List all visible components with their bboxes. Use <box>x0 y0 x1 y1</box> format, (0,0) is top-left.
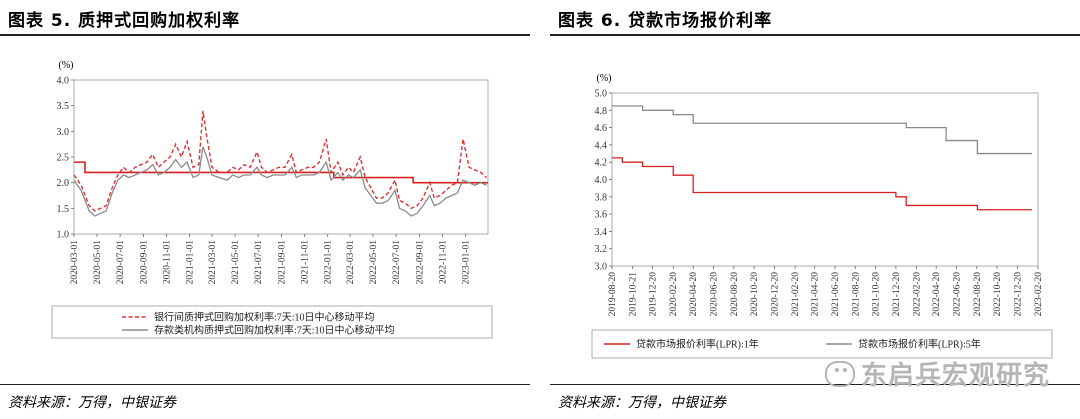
x-tick-label: 2021-04-20 <box>811 272 821 317</box>
figure-5-panel: 图表 5. 质押式回购加权利率 (%) 1.0 1.5 2.0 2.5 3.0 3.5 4.0… <box>0 0 530 419</box>
x-tick-label: 2022-08-20 <box>973 272 983 317</box>
figure-6-title: 图表 6. 贷款市场报价利率 <box>558 11 773 31</box>
y-tick-label: 4.2 <box>595 158 608 169</box>
x-tick-label: 2022-12-20 <box>1013 272 1023 317</box>
legend-label-2: 存款类机构质押式回购加权利率:7天:10日中心移动平均 <box>154 324 395 337</box>
series-line-2 <box>612 105 1032 155</box>
y-tick-label: 1.0 <box>57 230 70 241</box>
x-tick-label: 2020-03-01 <box>70 240 80 285</box>
figure-6-bottom-rule <box>550 384 1080 385</box>
x-tick-label: 2022-06-20 <box>952 272 962 317</box>
x-tick-label: 2020-12-20 <box>770 272 780 317</box>
lpr-chart: (%) 3.0 3.2 3.4 3.6 3.8 4.0 4.2 4.4 4.6 4.8 5.0 2019… <box>591 73 1053 359</box>
x-tick-label: 2022-05-01 <box>369 240 379 285</box>
x-tick-label: 2021-09-01 <box>278 240 288 285</box>
y-tick-label: 3.8 <box>595 192 608 203</box>
legend-label-1: 贷款市场报价利率(LPR):1年 <box>636 338 759 351</box>
x-tick-label: 2020-07-01 <box>116 240 126 285</box>
x-tick-label: 2019-10-21 <box>629 272 639 317</box>
y-tick-label: 3.5 <box>57 101 70 112</box>
repo-rate-chart: (%) 1.0 1.5 2.0 2.5 3.0 3.5 4.0 2020-03-01 2020-0… <box>51 60 493 339</box>
x-tick-label: 2022-09-01 <box>416 240 426 285</box>
figure-5-source: 资料来源：万得，中银证券 <box>8 395 176 411</box>
y-tick-label: 5.0 <box>595 89 608 100</box>
x-tick-label: 2019-08-20 <box>608 272 618 317</box>
x-tick-label: 2022-04-20 <box>932 272 942 317</box>
x-tick-label: 2023-01-01 <box>462 240 472 285</box>
y-tick-label: 3.0 <box>57 127 70 138</box>
x-tick-label: 2022-10-20 <box>993 272 1003 317</box>
x-tick-label: 2021-06-20 <box>831 272 841 317</box>
x-tick-label: 2021-12-20 <box>892 272 902 317</box>
legend-label-1: 银行间质押式回购加权利率:7天:10日中心移动平均 <box>154 311 375 324</box>
x-tick-label: 2023-02-20 <box>1034 272 1044 317</box>
x-tick-label: 2021-08-20 <box>851 272 861 317</box>
legend-box <box>591 329 1053 359</box>
x-tick-label: 2021-07-01 <box>254 240 264 285</box>
y-tick-label: 3.2 <box>595 244 608 255</box>
figure-6-panel: 图表 6. 贷款市场报价利率 (%) 3.0 3.2 3.4 3.6 3.8 4.0 4.2 4… <box>550 0 1080 419</box>
x-tick-label: 2021-01-01 <box>186 240 196 285</box>
y-tick-label: 1.5 <box>57 204 70 215</box>
series-line-1 <box>73 110 487 212</box>
series-line-1 <box>612 157 1032 211</box>
watermark-text: 东启兵宏观研究 <box>860 361 1050 391</box>
y-tick-label: 2.5 <box>57 153 70 164</box>
y-tick-label: 4.6 <box>595 123 608 134</box>
x-tick-label: 2021-10-20 <box>872 272 882 317</box>
y-unit-label: (%) <box>597 73 612 84</box>
x-tick-label: 2021-05-01 <box>231 240 241 285</box>
x-tick-label: 2020-11-01 <box>163 240 173 284</box>
figure-6-source: 资料来源：万得，中银证券 <box>558 395 726 411</box>
figure-5-title: 图表 5. 质押式回购加权利率 <box>8 11 241 31</box>
x-tick-label: 2020-04-20 <box>689 272 699 317</box>
legend-label-2: 贷款市场报价利率(LPR):5年 <box>858 338 981 351</box>
x-tick-label: 2020-05-01 <box>93 240 103 285</box>
y-tick-label: 4.0 <box>57 76 70 87</box>
y-unit-label: (%) <box>59 60 74 71</box>
y-tick-label: 3.6 <box>595 210 608 221</box>
x-tick-label: 2022-03-01 <box>346 240 356 285</box>
wechat-icon <box>824 360 855 387</box>
plot-frame <box>611 92 1039 267</box>
figure-5-bottom-rule <box>0 384 530 385</box>
x-tick-label: 2020-02-20 <box>669 272 679 317</box>
policy-rate-line <box>74 161 488 184</box>
x-tick-label: 2020-06-20 <box>710 272 720 317</box>
figure-6-top-rule <box>550 34 1080 36</box>
series-line-2 <box>73 146 487 217</box>
legend-box <box>51 305 493 339</box>
x-tick-label: 2022-01-01 <box>324 240 334 285</box>
x-tick-label: 2021-11-01 <box>301 240 311 284</box>
x-tick-label: 2022-11-01 <box>439 240 449 284</box>
y-tick-label: 3.4 <box>595 227 608 238</box>
y-tick-label: 4.0 <box>595 175 608 186</box>
y-tick-label: 3.0 <box>595 262 608 273</box>
x-tick-label: 2020-09-01 <box>140 240 150 285</box>
plot-frame <box>73 79 489 235</box>
x-tick-label: 2020-08-20 <box>730 272 740 317</box>
x-tick-label: 2019-12-20 <box>649 272 659 317</box>
x-tick-label: 2022-02-20 <box>913 272 923 317</box>
y-tick-label: 4.8 <box>595 106 608 117</box>
x-tick-label: 2021-03-01 <box>208 240 218 285</box>
watermark: 东启兵宏观研究 <box>824 355 1050 392</box>
x-tick-label: 2021-02-20 <box>791 272 801 317</box>
y-tick-label: 4.4 <box>595 140 608 151</box>
x-tick-label: 2022-07-01 <box>392 240 402 285</box>
figure-5-top-rule <box>0 34 530 36</box>
x-tick-label: 2020-10-20 <box>750 272 760 317</box>
y-tick-label: 2.0 <box>57 178 70 189</box>
